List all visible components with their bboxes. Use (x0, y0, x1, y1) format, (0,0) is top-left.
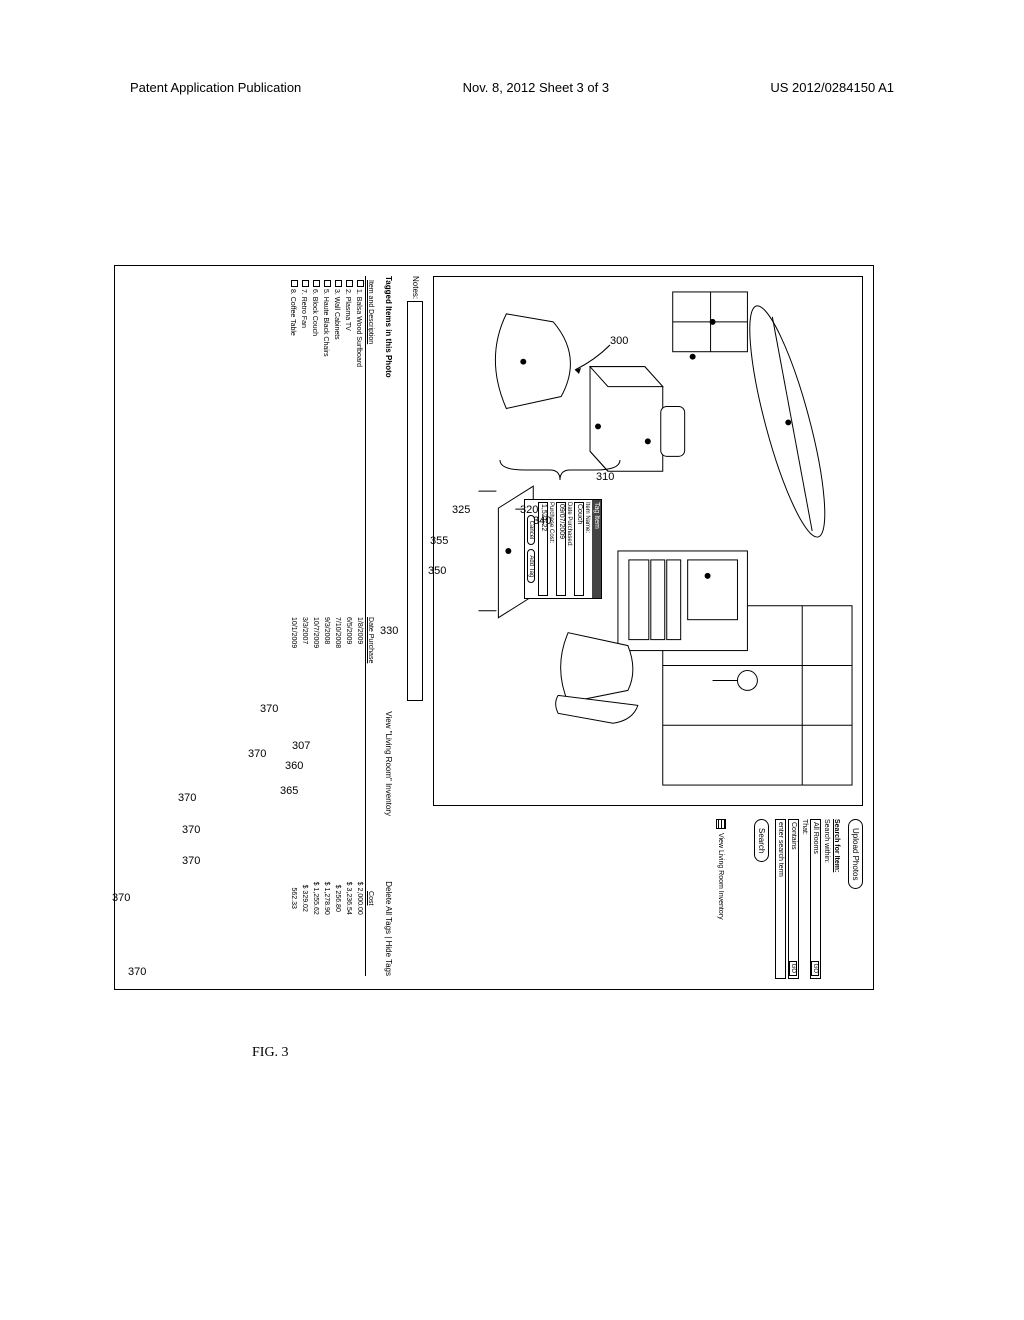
header-left: Patent Application Publication (130, 80, 301, 95)
row-date: 9/3/2008 (321, 613, 332, 820)
arrow-300 (570, 340, 630, 380)
table-row: 6. Block Couch10/7/2009$ 1,255.62 (310, 276, 321, 976)
room-photo-area: Tag Item Item Name: Couch Date Purchased… (433, 276, 863, 806)
row-index: 1 (355, 289, 362, 293)
table-row: 2. Plasma TV6/5/2009$ 3,236.54 (343, 276, 354, 976)
row-checkbox[interactable] (346, 280, 353, 287)
row-date: 6/5/2009 (343, 613, 354, 820)
table-brace (495, 455, 625, 495)
row-checkbox[interactable] (313, 280, 320, 287)
row-desc: Balsa Wood Surfboard (355, 297, 362, 367)
header-center: Nov. 8, 2012 Sheet 3 of 3 (463, 80, 609, 95)
search-within-input[interactable]: All Rooms (810, 819, 821, 979)
row-index: 6 (311, 289, 318, 293)
row-cost: 562.33 (288, 820, 299, 976)
row-desc: Retro Fan (300, 297, 307, 328)
tagged-items-heading: Tagged Items in this Photo (384, 276, 393, 378)
row-index: 3 (333, 289, 340, 293)
search-heading: Search for Item: (833, 819, 840, 979)
row-index: 2 (344, 289, 351, 293)
upload-photos-button[interactable]: Upload Photos (848, 819, 863, 889)
search-term-input[interactable]: enter search term (775, 819, 786, 979)
col-date: Date Purchase (366, 613, 376, 820)
sidebar: Upload Photos Search for Item: Search wi… (716, 819, 863, 979)
row-desc: Block Couch (311, 297, 318, 336)
row-cost: $ 3,236.54 (343, 820, 354, 976)
notes-section: Notes: (407, 276, 423, 806)
search-section: Search for Item: Search within: All Room… (746, 819, 840, 979)
row-desc: Coffee Table (289, 297, 296, 336)
tag-date-input[interactable]: 09/07/2009 (556, 502, 566, 596)
figure-frame: Tag Item Item Name: Couch Date Purchased… (114, 265, 874, 990)
row-checkbox[interactable] (335, 280, 342, 287)
search-that-input[interactable]: Contains (788, 819, 799, 979)
header-right: US 2012/0284150 A1 (770, 80, 894, 95)
tag-name-label: Item Name: (584, 502, 590, 596)
room-line-drawing (434, 277, 862, 805)
row-index: 8 (289, 289, 296, 293)
notes-input[interactable] (407, 301, 423, 701)
row-cost: $ 2,000.00 (354, 820, 366, 976)
view-inventory-label: View Living Room Inventory (717, 833, 724, 920)
row-checkbox[interactable] (357, 280, 364, 287)
search-button[interactable]: Search (754, 819, 769, 862)
row-checkbox[interactable] (291, 280, 298, 287)
tag-name-input[interactable]: Couch (574, 502, 584, 596)
row-cost: $ 256.80 (332, 820, 343, 976)
table-row: 3. Wall Cabinets7/10/2008$ 256.80 (332, 276, 343, 976)
tagged-items-table: Item and Description Date Purchase Cost … (288, 276, 375, 976)
row-index: 5 (322, 289, 329, 293)
page-header: Patent Application Publication Nov. 8, 2… (0, 80, 1024, 95)
view-inventory-link[interactable]: View Living Room Inventory (716, 819, 726, 979)
col-cost: Cost (366, 820, 376, 976)
row-desc: Plasma TV (344, 297, 351, 331)
tags-header-row: Tagged Items in this Photo View "Living … (384, 276, 393, 816)
figure-label: FIG. 3 (252, 1045, 289, 1061)
row-checkbox[interactable] (324, 280, 331, 287)
row-date: 3/3/2007 (299, 613, 310, 820)
search-that-label: That: (801, 819, 808, 979)
row-checkbox[interactable] (302, 280, 309, 287)
view-room-inventory-link[interactable]: View "Living Room" Inventory (384, 711, 393, 816)
row-date: 7/10/2008 (332, 613, 343, 820)
table-row: 1. Balsa Wood Surfboard1/8/2009$ 2,000.0… (354, 276, 366, 976)
row-date: 1/8/2009 (354, 613, 366, 820)
row-cost: $ 1,255.62 (310, 820, 321, 976)
row-desc: Haute Black Chairs (322, 297, 329, 357)
search-within-label: Search within: (823, 819, 830, 979)
list-icon (716, 819, 726, 829)
row-desc: Wall Cabinets (333, 297, 340, 340)
tag-add-button[interactable]: Add Tag (527, 549, 535, 583)
tag-popup-title: Tag Item (592, 500, 601, 598)
tag-date-label: Date Purchased: (566, 502, 572, 596)
notes-label: Notes: (411, 276, 420, 299)
row-date: 10/7/2009 (310, 613, 321, 820)
delete-hide-tags-link[interactable]: Delete All Tags | Hide Tags (384, 881, 393, 976)
col-item-desc: Item and Description (366, 276, 376, 613)
table-row: 5. Haute Black Chairs9/3/2008$ 1,278.90 (321, 276, 332, 976)
table-row: 7. Retro Fan3/3/2007$ 329.02 (299, 276, 310, 976)
row-cost: $ 1,278.90 (321, 820, 332, 976)
table-row: 8. Coffee Table10/1/2009562.33 (288, 276, 299, 976)
row-cost: $ 329.02 (299, 820, 310, 976)
row-index: 7 (300, 289, 307, 293)
